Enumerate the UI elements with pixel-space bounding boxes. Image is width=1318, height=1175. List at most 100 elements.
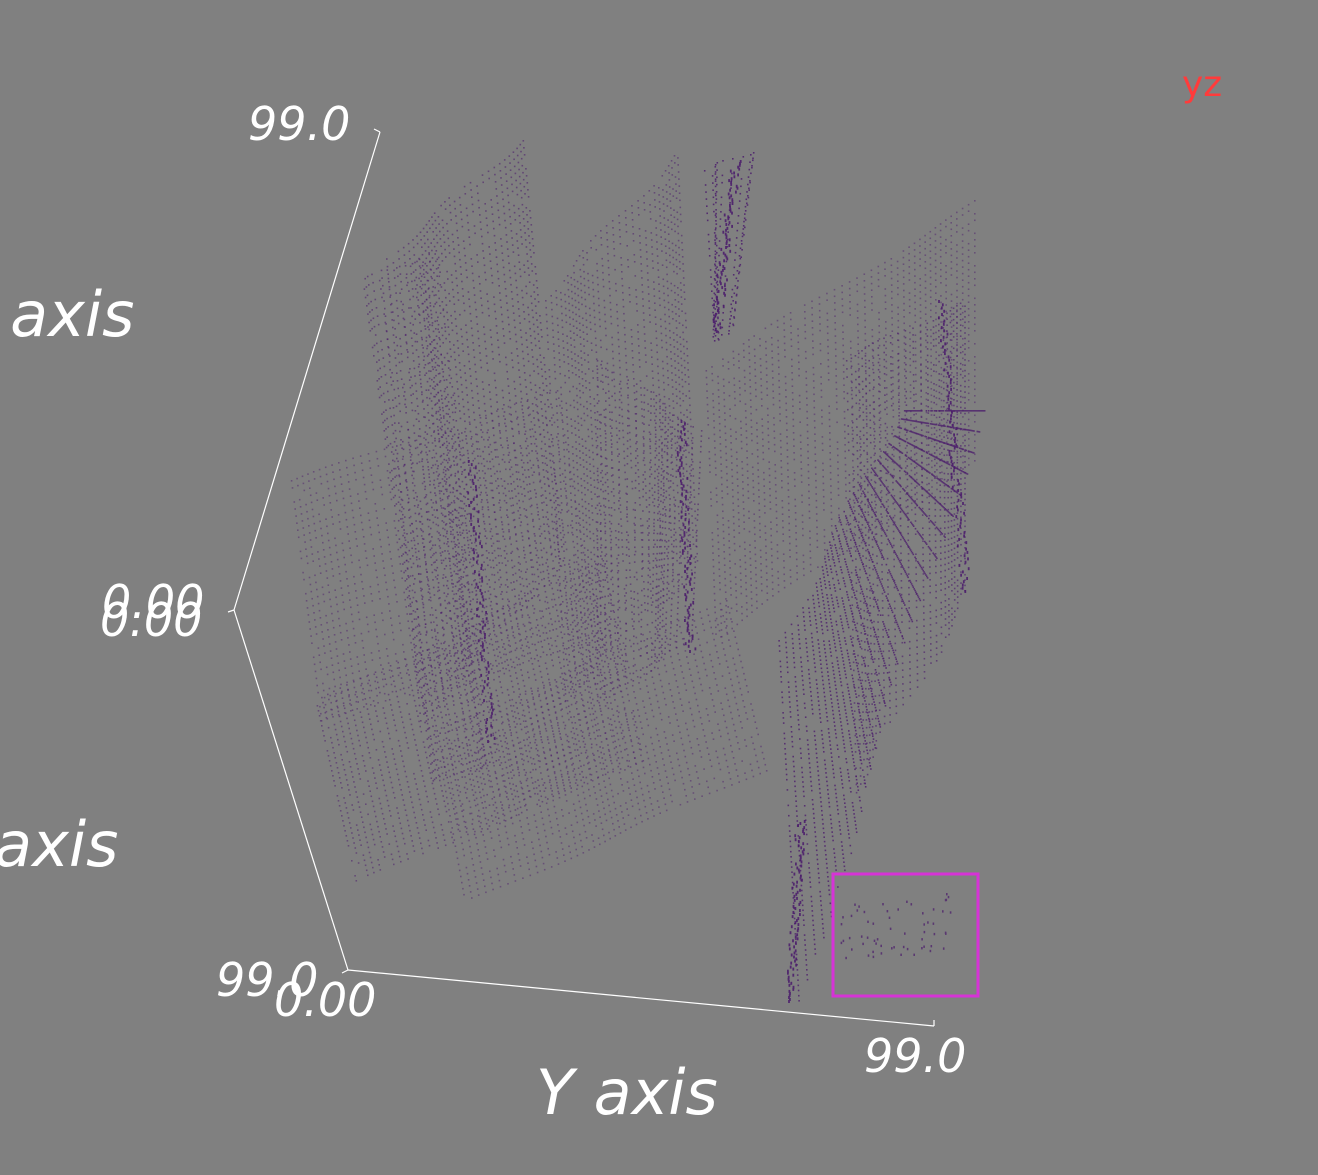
point	[481, 311, 484, 314]
point	[435, 502, 438, 504]
point	[515, 186, 518, 189]
point	[628, 548, 630, 551]
point	[410, 394, 412, 397]
point	[627, 410, 630, 413]
point	[578, 510, 581, 513]
point	[710, 491, 712, 494]
point	[534, 384, 537, 386]
point	[768, 461, 770, 463]
point	[601, 565, 604, 567]
point	[962, 416, 964, 418]
point	[746, 457, 748, 459]
point	[577, 489, 580, 492]
point	[456, 607, 459, 610]
point	[501, 252, 504, 254]
point	[634, 399, 636, 401]
point	[513, 588, 516, 590]
point	[939, 255, 942, 258]
point	[816, 526, 818, 529]
point	[687, 491, 689, 494]
point	[681, 385, 684, 388]
point	[886, 413, 888, 415]
point	[525, 246, 528, 248]
point	[480, 603, 483, 605]
point	[601, 264, 604, 267]
point	[495, 256, 498, 258]
point	[886, 446, 889, 448]
point	[793, 438, 795, 441]
point	[967, 288, 970, 290]
point	[438, 264, 441, 266]
point	[578, 376, 580, 378]
point	[476, 385, 478, 388]
point	[498, 492, 500, 494]
point	[930, 394, 933, 397]
point	[571, 432, 573, 434]
point	[715, 494, 718, 496]
point	[712, 552, 714, 554]
point	[471, 397, 474, 399]
point	[388, 361, 391, 363]
point	[967, 321, 970, 323]
point	[588, 509, 590, 512]
point	[541, 502, 543, 504]
point	[757, 455, 759, 458]
point	[656, 475, 659, 478]
point	[473, 287, 475, 289]
point	[891, 363, 894, 365]
point	[642, 312, 645, 314]
point	[426, 355, 429, 357]
point	[421, 596, 424, 598]
point	[439, 372, 441, 375]
point	[658, 393, 661, 396]
point	[811, 307, 813, 309]
point	[837, 474, 839, 477]
point	[439, 238, 442, 240]
point	[578, 503, 580, 506]
point	[915, 439, 918, 441]
point	[530, 342, 533, 344]
point	[395, 364, 397, 367]
point	[551, 315, 554, 318]
point	[514, 333, 517, 336]
point	[573, 561, 576, 564]
point	[418, 704, 421, 707]
point	[756, 600, 758, 603]
point	[808, 510, 811, 513]
point	[670, 351, 672, 353]
point	[503, 273, 506, 276]
point	[665, 334, 667, 337]
point	[526, 346, 529, 348]
point	[544, 443, 546, 445]
point	[727, 368, 730, 370]
point	[956, 465, 959, 468]
point	[827, 339, 829, 341]
point	[508, 530, 510, 533]
point	[750, 584, 752, 587]
point	[805, 357, 807, 360]
point	[899, 477, 901, 480]
point	[919, 258, 921, 260]
point	[462, 598, 464, 600]
point	[598, 304, 600, 307]
point	[746, 450, 748, 452]
point	[616, 317, 619, 320]
point	[926, 496, 928, 499]
point	[775, 490, 777, 493]
point	[956, 270, 958, 272]
point	[442, 342, 444, 344]
point	[398, 395, 400, 397]
point	[421, 588, 423, 591]
point	[457, 237, 459, 239]
point	[669, 329, 671, 332]
point	[789, 542, 791, 545]
point	[823, 529, 826, 531]
point	[576, 280, 579, 283]
point	[449, 204, 451, 207]
point	[893, 514, 896, 517]
point	[740, 427, 742, 429]
point	[599, 325, 601, 328]
point	[504, 418, 506, 420]
point	[856, 277, 858, 279]
